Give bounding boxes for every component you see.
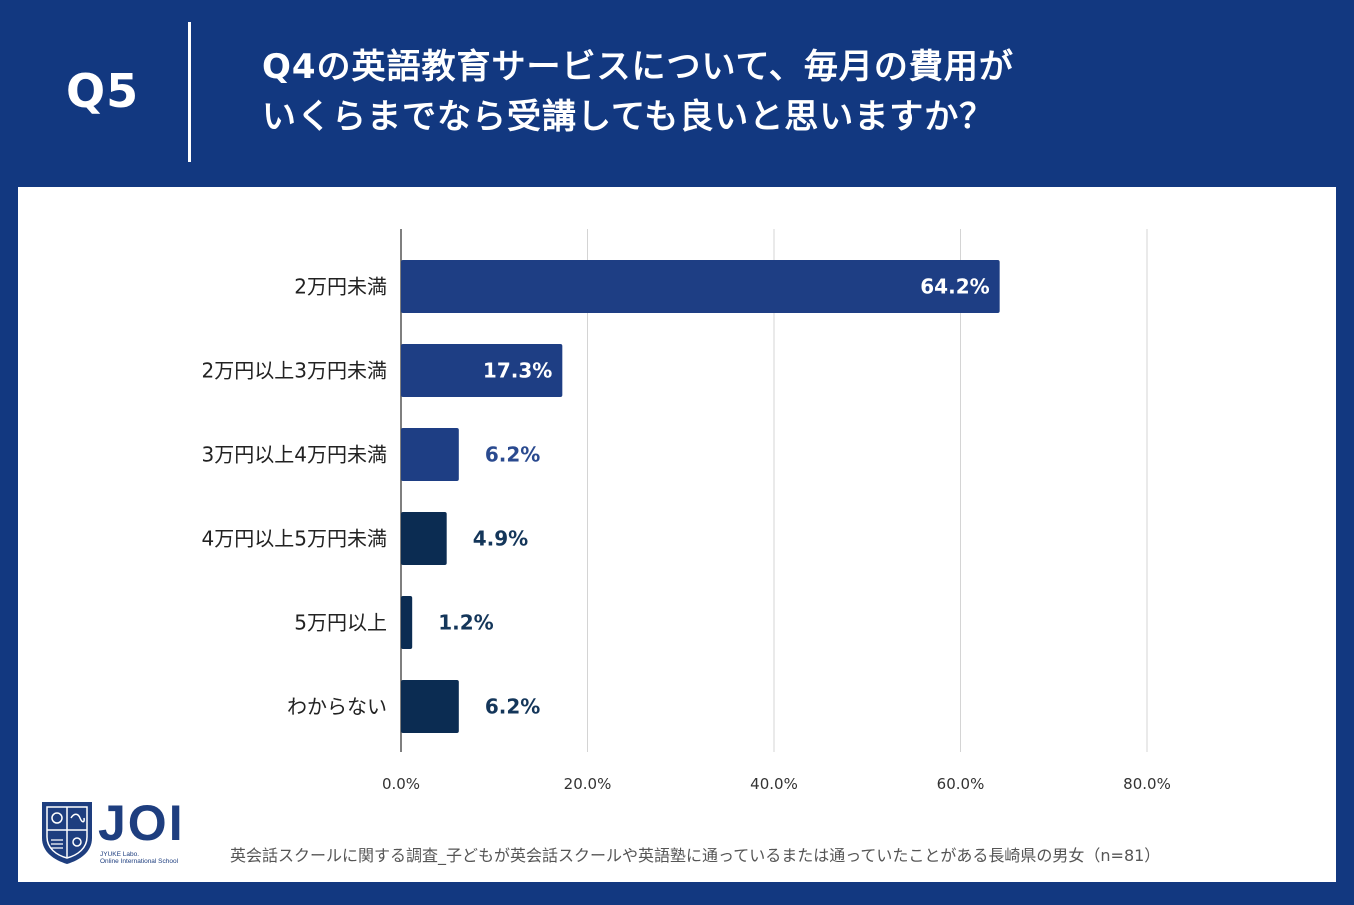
bar: [401, 260, 1000, 313]
category-label: 2万円以上3万円未満: [202, 359, 387, 383]
chart-panel: 0.0% 20.0% 40.0% 60.0% 80.0% 2万円未満 64.2% 2万円以上3…: [18, 187, 1336, 882]
x-tick-label: 80.0%: [1123, 775, 1171, 793]
data-label: 4.9%: [473, 527, 528, 551]
x-tick-label: 40.0%: [750, 775, 798, 793]
data-label: 17.3%: [483, 359, 552, 383]
x-tick-label: 60.0%: [937, 775, 985, 793]
category-label: 5万円以上: [294, 611, 387, 635]
bar: [401, 596, 413, 649]
data-label: 6.2%: [485, 443, 540, 467]
x-tick-label: 0.0%: [382, 775, 420, 793]
crest-icon: [42, 802, 92, 864]
bar: [401, 428, 459, 481]
question-number: Q5: [66, 64, 140, 118]
category-label: 4万円以上5万円未満: [202, 527, 387, 551]
joi-logo: JOI JYUKE Labo. Online International Sch…: [38, 795, 208, 868]
logo-subtitle: JYUKE Labo. Online International School: [100, 851, 178, 865]
question-title-line-2: いくらまでなら受講しても良いと思いますか？: [262, 97, 995, 137]
data-label: 64.2%: [920, 275, 989, 299]
category-label: わからない: [287, 695, 387, 719]
bar-chart: 0.0% 20.0% 40.0% 60.0% 80.0% 2万円未満 64.2% 2万円以上3…: [202, 229, 1171, 794]
question-title: Q4の英語教育サービスについて、毎月の費用が いくらまでなら受講しても良いと思い…: [262, 42, 1322, 142]
survey-note: 英会話スクールに関する調査_子どもが英会話スクールや英語塾に通っているまたは通っ…: [230, 846, 1161, 865]
data-label: 6.2%: [485, 695, 540, 719]
category-label: 3万円以上4万円未満: [202, 443, 387, 467]
bars: [401, 260, 1000, 733]
logo-wordmark: JOI: [98, 795, 185, 851]
bar: [401, 512, 447, 565]
grid-lines: [400, 229, 1148, 752]
data-label: 1.2%: [438, 611, 493, 635]
category-label: 2万円未満: [294, 275, 387, 299]
bar: [401, 344, 563, 397]
header-divider: [188, 22, 191, 162]
x-tick-label: 20.0%: [564, 775, 612, 793]
question-title-line-1: Q4の英語教育サービスについて、毎月の費用が: [262, 47, 1014, 87]
logo-subtitle-line-1: JYUKE Labo.: [100, 851, 140, 858]
bar: [401, 680, 459, 733]
labels: 0.0% 20.0% 40.0% 60.0% 80.0% 2万円未満 64.2% 2万円以上3…: [202, 275, 1171, 794]
logo-subtitle-line-2: Online International School: [100, 858, 179, 865]
